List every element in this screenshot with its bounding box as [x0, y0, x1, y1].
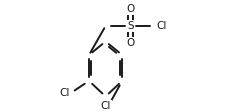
Text: S: S [127, 21, 134, 31]
Text: O: O [126, 4, 135, 14]
Text: O: O [126, 38, 135, 48]
Text: N: N [102, 100, 110, 110]
Text: Cl: Cl [100, 101, 111, 111]
Text: Cl: Cl [59, 88, 69, 98]
Text: Cl: Cl [156, 21, 167, 31]
